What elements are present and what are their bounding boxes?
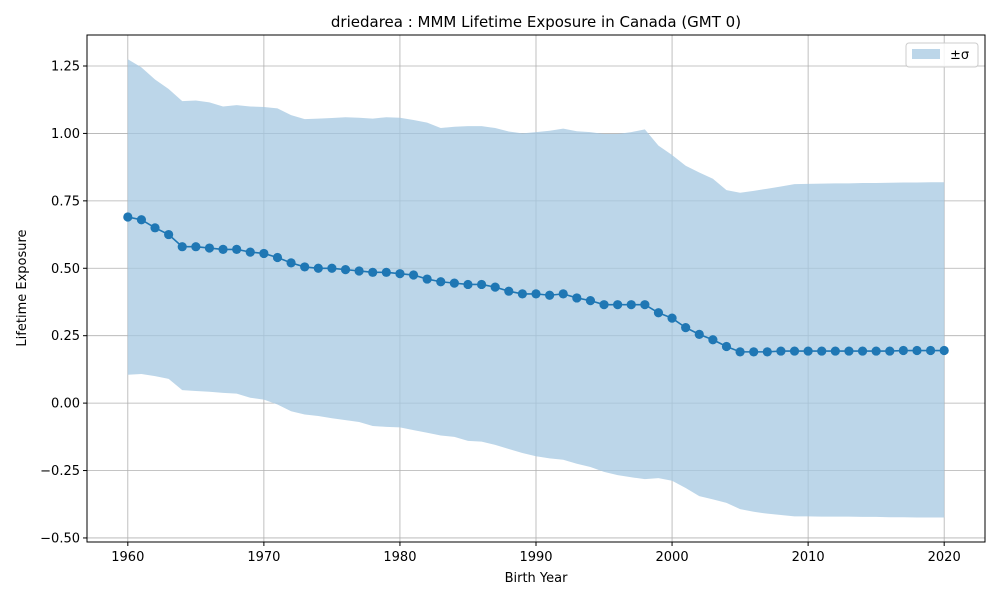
legend: ±σ: [905, 42, 979, 68]
data-point: [572, 293, 582, 303]
data-point: [721, 341, 732, 352]
data-point: [844, 346, 854, 356]
data-point: [749, 347, 759, 357]
x-tick-label: 1960: [111, 550, 144, 565]
data-point: [857, 346, 868, 356]
data-point: [272, 252, 283, 263]
x-tick-label: 2010: [792, 550, 825, 565]
data-point: [218, 244, 228, 254]
data-point: [177, 242, 187, 252]
x-tick-label: 2000: [656, 550, 689, 565]
data-point: [626, 300, 636, 310]
sigma-band: [127, 59, 945, 518]
data-point: [381, 267, 391, 277]
data-point: [449, 278, 459, 288]
x-tick-label: 2020: [928, 550, 961, 565]
data-point: [762, 347, 772, 357]
chart-title: driedarea : MMM Lifetime Exposure in Can…: [331, 13, 741, 31]
legend-swatch-band: [912, 49, 940, 59]
y-tick-label: 1.25: [51, 60, 80, 75]
y-axis-ticks: −0.50 −0.25 0.00 0.25 0.50 0.75 1.00 1.25: [40, 60, 87, 546]
data-point: [517, 289, 527, 299]
data-point: [232, 244, 242, 254]
data-point: [422, 274, 432, 284]
data-point: [123, 212, 133, 222]
y-tick-label: 0.50: [51, 262, 80, 277]
y-tick-label: 1.00: [51, 127, 80, 142]
data-point: [885, 346, 895, 356]
data-point: [191, 242, 201, 252]
data-point: [204, 243, 215, 253]
data-point: [613, 300, 623, 310]
data-point: [245, 247, 255, 257]
data-point: [545, 290, 555, 300]
data-point: [531, 289, 541, 299]
data-point: [136, 215, 147, 225]
data-point: [395, 269, 405, 279]
x-tick-label: 1980: [383, 550, 416, 565]
data-point: [585, 296, 596, 306]
data-point: [776, 346, 786, 356]
data-point: [558, 289, 568, 299]
data-point: [925, 345, 936, 356]
data-point: [653, 308, 664, 318]
data-point: [368, 267, 378, 277]
sigma-band-layer: [127, 59, 945, 518]
data-point: [912, 345, 922, 356]
data-point: [327, 263, 337, 273]
data-point: [504, 286, 514, 296]
data-point: [354, 266, 364, 276]
data-point: [313, 263, 323, 273]
data-point: [681, 323, 691, 333]
data-point: [694, 329, 704, 339]
legend-label-band: ±σ: [950, 48, 969, 63]
data-point: [803, 346, 813, 356]
data-point: [871, 346, 881, 356]
data-point: [830, 346, 840, 356]
data-point: [436, 277, 446, 287]
data-point: [599, 300, 609, 310]
data-point: [640, 300, 650, 310]
data-point: [164, 229, 174, 240]
data-point: [286, 258, 296, 268]
data-point: [898, 345, 908, 356]
y-tick-label: 0.25: [51, 329, 80, 344]
x-tick-label: 1990: [519, 550, 552, 565]
y-tick-label: −0.50: [40, 531, 80, 546]
data-point: [463, 279, 473, 290]
y-axis-title: Lifetime Exposure: [15, 229, 30, 346]
y-tick-label: 0.75: [51, 194, 80, 209]
data-point: [476, 279, 487, 290]
data-point: [939, 345, 949, 356]
data-point: [490, 282, 500, 292]
x-axis-ticks: 1960 1970 1980 1990 2000 2010 2020: [111, 542, 961, 565]
x-axis-title: Birth Year: [505, 571, 569, 586]
data-point: [150, 223, 160, 233]
x-tick-label: 1970: [247, 550, 280, 565]
data-point: [408, 270, 419, 280]
data-point: [300, 262, 310, 272]
data-point: [735, 347, 745, 357]
y-tick-label: 0.00: [51, 397, 80, 412]
plot-area: [86, 34, 986, 543]
data-point: [789, 346, 800, 356]
data-point: [667, 313, 677, 323]
marker-layer: [123, 212, 949, 357]
data-point: [817, 346, 827, 356]
data-point: [340, 265, 351, 275]
data-point: [259, 248, 269, 259]
y-tick-label: −0.25: [40, 464, 80, 479]
data-point: [708, 335, 718, 345]
